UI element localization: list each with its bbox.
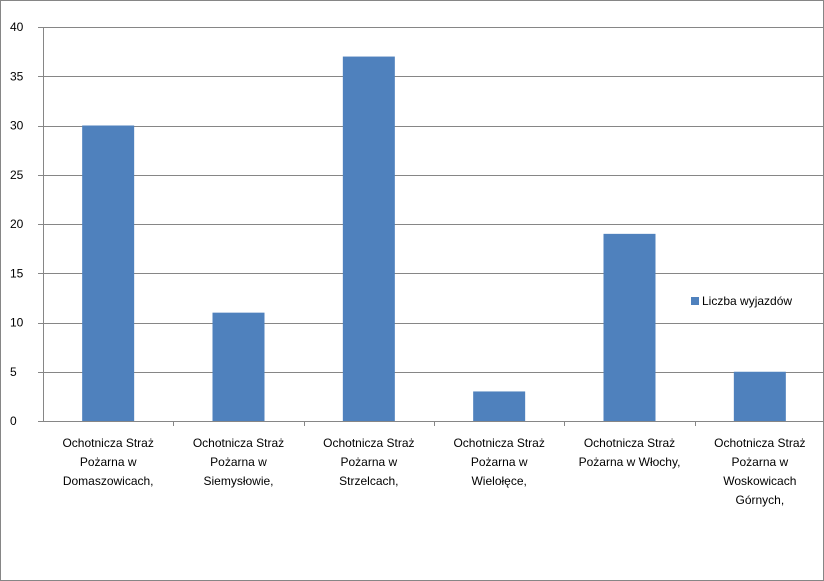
axes bbox=[38, 27, 696, 426]
x-category-label-line: Domaszowicach, bbox=[63, 474, 154, 488]
x-category-label-line: Strzelcach, bbox=[339, 474, 398, 488]
y-tick-label: 25 bbox=[10, 168, 24, 182]
y-tick-label: 40 bbox=[10, 20, 24, 34]
x-category-label-line: Pożarna w bbox=[210, 455, 267, 469]
y-tick-label: 0 bbox=[10, 414, 17, 428]
gridlines bbox=[43, 27, 823, 422]
x-category-label-line: Pożarna w bbox=[340, 455, 397, 469]
x-category-label-line: Pożarna w bbox=[731, 455, 788, 469]
bar-1 bbox=[82, 125, 135, 421]
bar-4 bbox=[473, 391, 526, 421]
x-category-label: Ochotnicza Straż Pożarna w Woskowicach Górn… bbox=[714, 436, 805, 507]
x-category-label-line: Wielołęce, bbox=[471, 474, 526, 488]
x-category-label-line: Ochotnicza Straż bbox=[453, 436, 544, 450]
y-tick-label: 30 bbox=[10, 119, 24, 133]
x-category-label-line: Ochotnicza Straż bbox=[193, 436, 284, 450]
y-tick-label: 20 bbox=[10, 217, 24, 231]
y-axis-tick-labels: 0 5 10 15 20 25 30 35 40 bbox=[10, 20, 24, 428]
x-category-label-line: Woskowicach bbox=[723, 474, 796, 488]
y-tick-label: 15 bbox=[10, 266, 24, 280]
x-category-label-line: Pożarna w bbox=[471, 455, 528, 469]
bar-6 bbox=[733, 371, 786, 421]
x-category-label: Ochotnicza Straż Pożarna w Strzelcach, bbox=[323, 436, 414, 488]
x-category-label-line: Ochotnicza Straż bbox=[62, 436, 153, 450]
bar-3 bbox=[342, 56, 395, 422]
x-category-label-line: Górnych, bbox=[735, 493, 784, 507]
x-category-label-line: Pożarna w bbox=[80, 455, 137, 469]
x-category-label-line: Ochotnicza Straż bbox=[584, 436, 675, 450]
x-category-label: Ochotnicza Straż Pożarna w Włochy, bbox=[579, 436, 681, 469]
x-category-label: Ochotnicza Straż Pożarna w Wielołęce, bbox=[453, 436, 544, 488]
x-category-label-line: Pożarna w Włochy, bbox=[579, 455, 681, 469]
bars bbox=[82, 56, 786, 422]
bar-2 bbox=[212, 312, 265, 421]
y-tick-label: 5 bbox=[10, 365, 17, 379]
x-axis-category-labels: Ochotnicza Straż Pożarna w Domaszowicach,O… bbox=[62, 436, 805, 507]
y-tick-label: 10 bbox=[10, 316, 24, 330]
legend-label: Liczba wyjazdów bbox=[702, 294, 792, 308]
x-category-label-line: Ochotnicza Straż bbox=[323, 436, 414, 450]
legend-swatch bbox=[691, 297, 699, 305]
x-category-label-line: Siemysłowie, bbox=[203, 474, 273, 488]
y-tick-label: 35 bbox=[10, 69, 24, 83]
legend: Liczba wyjazdów bbox=[691, 294, 792, 308]
x-category-label: Ochotnicza Straż Pożarna w Domaszowicach, bbox=[62, 436, 153, 488]
x-category-label: Ochotnicza Straż Pożarna w Siemysłowie, bbox=[193, 436, 284, 488]
bar-5 bbox=[603, 233, 656, 421]
x-category-label-line: Ochotnicza Straż bbox=[714, 436, 805, 450]
